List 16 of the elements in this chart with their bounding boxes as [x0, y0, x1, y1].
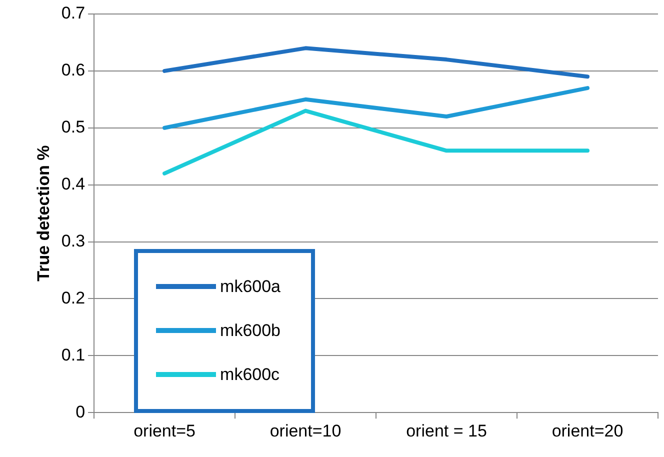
y-tick-label: 0.2 [61, 288, 86, 308]
y-tick-label: 0.6 [61, 60, 86, 80]
y-tick-label: 0 [76, 402, 86, 422]
x-tick-label: orient=20 [552, 421, 624, 440]
x-tick-label: orient=5 [134, 421, 196, 440]
y-tick-label: 0.7 [61, 4, 86, 23]
x-tick-label: orient = 15 [406, 421, 487, 440]
legend-label: mk600b [220, 320, 281, 341]
legend-label: mk600c [220, 364, 280, 385]
y-axis-title: True detection % [34, 145, 53, 282]
y-tick-label: 0.4 [61, 174, 86, 194]
y-tick-label: 0.1 [61, 345, 86, 364]
y-tick-label: 0.5 [61, 118, 86, 137]
x-tick-label: orient=10 [270, 421, 342, 440]
legend-label: mk600a [220, 276, 281, 297]
y-tick-label: 0.3 [61, 231, 86, 250]
